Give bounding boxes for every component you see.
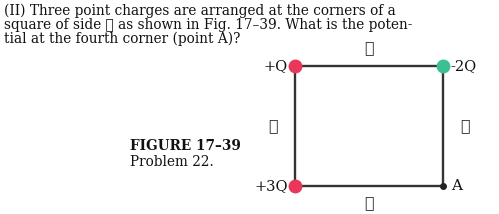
Text: A: A [451, 179, 462, 193]
Text: ℓ: ℓ [268, 117, 278, 135]
Text: ℓ: ℓ [364, 39, 374, 56]
Text: -2Q: -2Q [450, 59, 476, 73]
Text: ℓ: ℓ [460, 117, 470, 135]
Text: tial at the fourth corner (point A)?: tial at the fourth corner (point A)? [4, 32, 241, 46]
Text: square of side ℓ as shown in Fig. 17–39. What is the poten-: square of side ℓ as shown in Fig. 17–39.… [4, 18, 412, 32]
Text: Problem 22.: Problem 22. [130, 155, 214, 169]
Text: ℓ: ℓ [364, 194, 374, 211]
Text: (II) Three point charges are arranged at the corners of a: (II) Three point charges are arranged at… [4, 4, 396, 18]
Text: FIGURE 17–39: FIGURE 17–39 [130, 139, 241, 153]
Text: +3Q: +3Q [254, 179, 288, 193]
Text: +Q: +Q [264, 59, 288, 73]
